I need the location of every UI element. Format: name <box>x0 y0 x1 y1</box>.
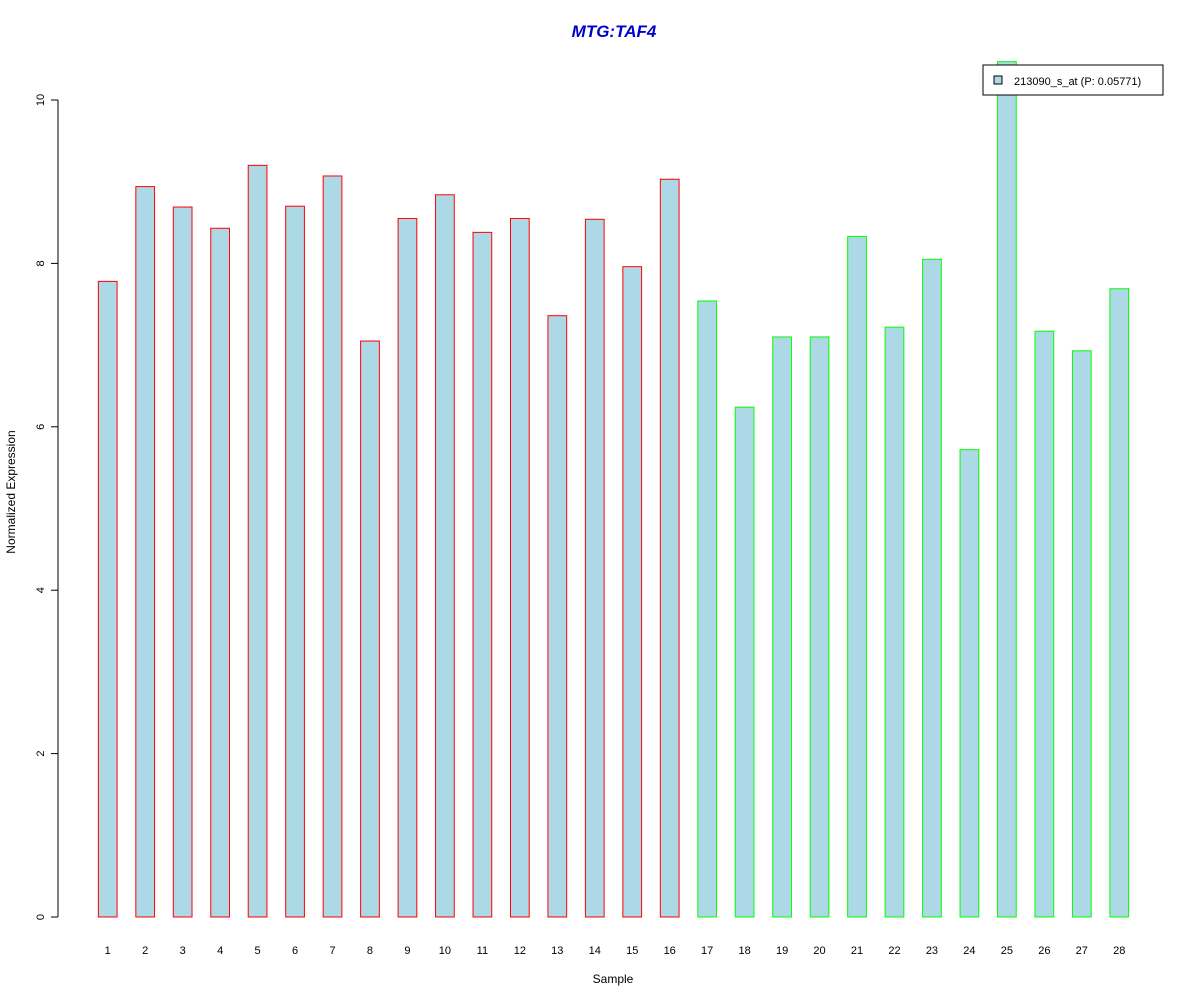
x-tick-label: 16 <box>664 945 676 957</box>
legend-box <box>982 64 1164 96</box>
x-tick-label: 12 <box>514 945 526 957</box>
bar-sample-22 <box>884 326 905 918</box>
bar-sample-4 <box>210 227 230 918</box>
y-tick-label: 4 <box>35 587 47 593</box>
x-axis-label: Sample <box>593 972 634 986</box>
bar-sample-9 <box>397 217 418 918</box>
y-tick-label: 0 <box>35 914 47 920</box>
x-tick-label: 2 <box>142 945 148 957</box>
x-tick-label: 18 <box>739 945 751 957</box>
x-tick-label: 23 <box>926 945 938 957</box>
bar-sample-8 <box>360 340 380 918</box>
bar-sample-20 <box>809 336 830 918</box>
chart-title: MTG:TAF4 <box>572 22 657 41</box>
bar-sample-10 <box>435 194 455 918</box>
x-tick-label: 13 <box>551 945 563 957</box>
x-tick-label: 19 <box>776 945 788 957</box>
bar-sample-5 <box>247 164 268 918</box>
x-tick-label: 10 <box>439 945 451 957</box>
x-tick-label: 6 <box>292 945 298 957</box>
legend: 213090_s_at (P: 0.05771) <box>982 64 1164 96</box>
x-tick-label: 11 <box>477 945 488 957</box>
bar-sample-19 <box>772 336 792 918</box>
x-tick-label: 25 <box>1001 945 1013 957</box>
x-tick-label: 26 <box>1038 945 1050 957</box>
x-tick-label: 28 <box>1113 945 1125 957</box>
bar-sample-2 <box>135 186 156 918</box>
bar-sample-26 <box>1034 330 1055 918</box>
x-tick-label: 24 <box>963 945 975 957</box>
bar-sample-6 <box>285 205 305 918</box>
bar-sample-17 <box>697 300 718 918</box>
x-tick-label: 22 <box>888 945 900 957</box>
bar-sample-28 <box>1109 288 1130 918</box>
bar-sample-15 <box>622 266 643 918</box>
x-tick-label: 8 <box>367 945 373 957</box>
x-tick-labels: 1 2 3 4 5 6 7 8 9 10 11 12 13 14 15 16 17 18 19 20 21 22 23 24 2… <box>105 945 1126 957</box>
x-tick-label: 15 <box>626 945 638 957</box>
bar-sample-12 <box>509 217 530 918</box>
y-axis-label: Normalized Expression <box>4 430 18 553</box>
x-tick-label: 20 <box>813 945 825 957</box>
x-tick-label: 27 <box>1076 945 1088 957</box>
bar-sample-14 <box>584 218 605 918</box>
bar-sample-27 <box>1071 350 1092 918</box>
x-tick-label: 14 <box>589 945 601 957</box>
x-tick-label: 5 <box>255 945 261 957</box>
y-tick-label: 6 <box>35 424 47 430</box>
legend-swatch <box>993 75 1003 85</box>
y-axis: 0 2 4 6 8 10 <box>35 94 59 920</box>
bar-sample-13 <box>547 315 568 918</box>
x-tick-label: 1 <box>105 945 111 957</box>
bar-sample-24 <box>959 449 980 918</box>
bar-sample-23 <box>922 258 942 918</box>
bar-sample-3 <box>172 206 193 918</box>
bar-sample-1 <box>97 280 118 918</box>
x-tick-label: 21 <box>851 945 863 957</box>
y-tick-label: 2 <box>35 751 47 757</box>
bar-sample-7 <box>322 175 343 918</box>
x-tick-label: 4 <box>217 945 223 957</box>
x-tick-label: 17 <box>701 945 713 957</box>
x-tick-label: 7 <box>329 945 335 957</box>
bar-sample-25 <box>997 61 1017 918</box>
y-tick-label: 10 <box>35 94 47 106</box>
bar-sample-18 <box>734 406 755 918</box>
legend-entry: 213090_s_at (P: 0.05771) <box>1014 76 1141 88</box>
bar-sample-11 <box>472 231 493 918</box>
bar-sample-21 <box>847 235 867 918</box>
x-tick-label: 3 <box>180 945 186 957</box>
bars <box>97 61 1130 918</box>
x-tick-label: 9 <box>404 945 410 957</box>
bar-sample-16 <box>659 178 680 918</box>
y-tick-label: 8 <box>35 260 47 266</box>
